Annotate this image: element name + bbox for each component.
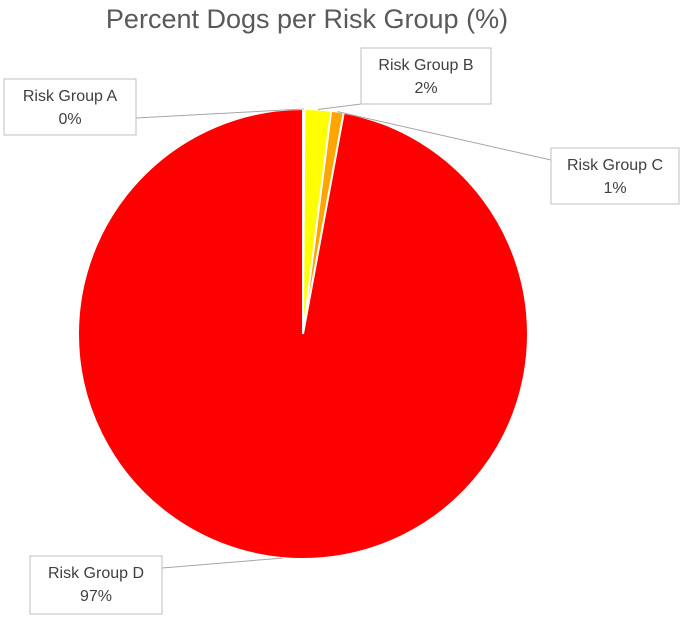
data-label-box-risk-group-a <box>3 78 137 136</box>
data-labels: Risk Group A 0% Risk Group B 2% Risk Group C… <box>3 47 680 615</box>
data-label-value-risk-group-c: 1% <box>603 180 626 197</box>
leader-line-risk-group-b <box>317 103 362 110</box>
leader-line-risk-group-c <box>337 111 552 161</box>
data-label-name-risk-group-c: Risk Group C <box>567 157 663 174</box>
data-label-box-risk-group-c <box>550 147 680 205</box>
data-label-name-risk-group-a: Risk Group A <box>23 88 118 105</box>
data-label-value-risk-group-d: 97% <box>80 588 112 605</box>
leader-line-risk-group-d <box>161 557 283 569</box>
data-label-value-risk-group-b: 2% <box>414 80 437 97</box>
chart-title: Percent Dogs per Risk Group (%) <box>106 4 508 34</box>
data-label-name-risk-group-d: Risk Group D <box>48 565 144 582</box>
data-label-box-risk-group-d <box>29 555 163 615</box>
data-label-name-risk-group-b: Risk Group B <box>378 57 473 74</box>
data-label-value-risk-group-a: 0% <box>58 111 81 128</box>
leader-line-risk-group-a <box>135 108 304 119</box>
pie-slice-risk-group-d <box>77 107 529 560</box>
data-label-box-risk-group-b <box>360 47 492 105</box>
pie-slices <box>77 107 529 560</box>
leader-lines <box>135 103 552 569</box>
